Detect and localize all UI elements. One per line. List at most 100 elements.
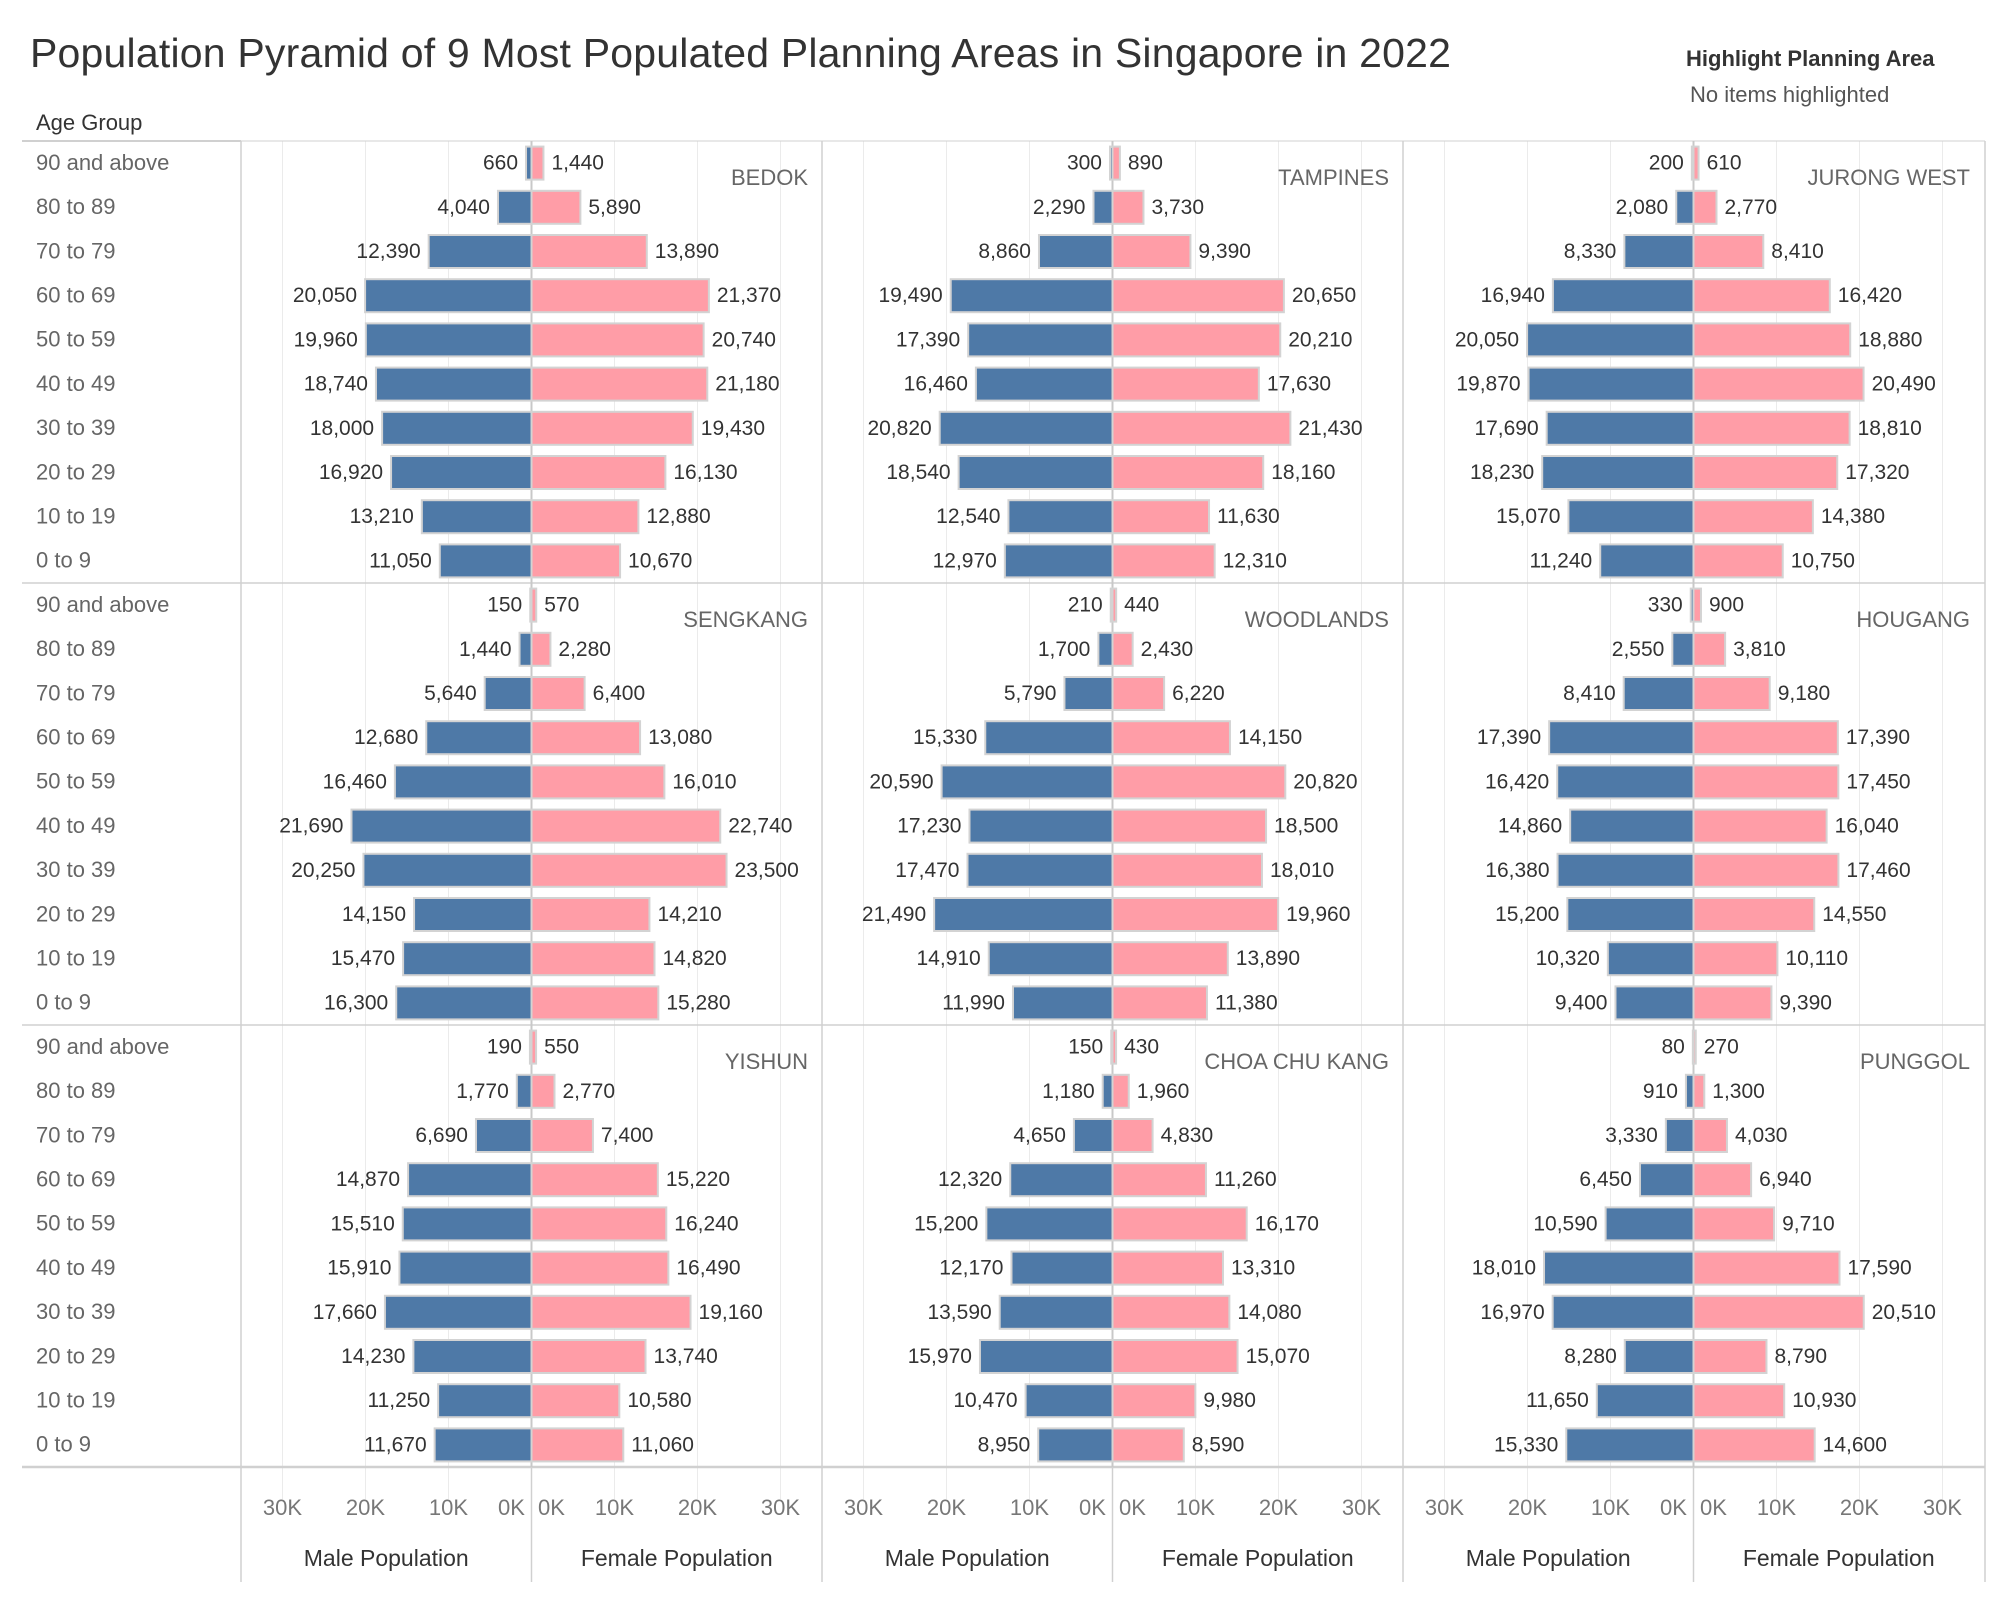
male-bar[interactable] — [1606, 941, 1695, 977]
male-bar[interactable] — [968, 808, 1114, 844]
female-bar[interactable] — [1692, 189, 1718, 225]
female-bar[interactable] — [530, 676, 586, 711]
male-bar[interactable] — [1527, 366, 1695, 402]
female-bar[interactable] — [1111, 1206, 1248, 1242]
female-bar[interactable] — [1692, 764, 1840, 800]
female-bar[interactable] — [530, 631, 552, 667]
male-bar[interactable] — [1092, 189, 1114, 225]
male-bar[interactable] — [1541, 455, 1695, 490]
male-bar[interactable] — [438, 543, 533, 579]
male-bar[interactable] — [1604, 1206, 1695, 1242]
male-bar[interactable] — [381, 410, 533, 446]
male-bar[interactable] — [1037, 1427, 1114, 1463]
female-bar[interactable] — [1111, 1073, 1130, 1109]
female-bar[interactable] — [530, 455, 667, 490]
male-bar[interactable] — [1671, 631, 1695, 667]
male-bar[interactable] — [383, 1294, 533, 1330]
male-bar[interactable] — [393, 764, 533, 800]
female-bar[interactable] — [1111, 1162, 1207, 1198]
female-bar[interactable] — [1111, 278, 1285, 314]
male-bar[interactable] — [1003, 543, 1114, 579]
male-bar[interactable] — [938, 410, 1114, 446]
female-bar[interactable] — [1111, 322, 1282, 358]
male-bar[interactable] — [1569, 808, 1695, 844]
male-bar[interactable] — [1543, 1250, 1695, 1286]
female-bar[interactable] — [1111, 897, 1280, 932]
female-bar[interactable] — [530, 941, 656, 977]
female-bar[interactable] — [1692, 499, 1814, 535]
female-bar[interactable] — [1692, 1250, 1841, 1286]
male-bar[interactable] — [933, 897, 1114, 932]
female-bar[interactable] — [1692, 676, 1771, 711]
female-bar[interactable] — [1111, 808, 1268, 844]
male-bar[interactable] — [1551, 1294, 1695, 1330]
male-bar[interactable] — [402, 941, 533, 977]
male-bar[interactable] — [1599, 543, 1695, 579]
male-bar[interactable] — [395, 985, 533, 1021]
male-bar[interactable] — [1011, 985, 1114, 1021]
female-bar[interactable] — [1692, 1383, 1786, 1419]
male-bar[interactable] — [1614, 985, 1695, 1021]
male-bar[interactable] — [413, 897, 533, 932]
female-bar[interactable] — [1111, 941, 1229, 977]
female-bar[interactable] — [1111, 145, 1121, 181]
female-bar[interactable] — [1692, 1073, 1706, 1109]
male-bar[interactable] — [940, 764, 1114, 800]
male-bar[interactable] — [1684, 1073, 1695, 1109]
male-bar[interactable] — [364, 278, 533, 314]
female-bar[interactable] — [1692, 145, 1700, 181]
female-bar[interactable] — [1111, 1029, 1118, 1065]
male-bar[interactable] — [1526, 322, 1695, 358]
female-bar[interactable] — [530, 587, 538, 623]
male-bar[interactable] — [985, 1206, 1114, 1242]
male-bar[interactable] — [425, 720, 533, 756]
female-bar[interactable] — [1111, 499, 1211, 535]
female-bar[interactable] — [530, 1427, 625, 1463]
male-bar[interactable] — [474, 1118, 533, 1153]
female-bar[interactable] — [1111, 455, 1265, 490]
male-bar[interactable] — [518, 631, 533, 667]
female-bar[interactable] — [530, 1383, 621, 1419]
male-bar[interactable] — [998, 1294, 1114, 1330]
female-bar[interactable] — [1692, 366, 1865, 402]
female-bar[interactable] — [530, 410, 694, 446]
female-bar[interactable] — [1111, 1339, 1239, 1374]
female-bar[interactable] — [530, 234, 648, 269]
male-bar[interactable] — [1622, 676, 1695, 711]
female-bar[interactable] — [1692, 410, 1851, 446]
male-bar[interactable] — [1010, 1250, 1114, 1286]
female-bar[interactable] — [1692, 1162, 1753, 1198]
male-bar[interactable] — [1545, 410, 1695, 446]
female-bar[interactable] — [1111, 366, 1260, 402]
male-bar[interactable] — [362, 852, 533, 888]
female-bar[interactable] — [530, 1162, 659, 1198]
male-bar[interactable] — [974, 366, 1114, 402]
male-bar[interactable] — [1675, 189, 1695, 225]
female-bar[interactable] — [530, 764, 666, 800]
female-bar[interactable] — [1111, 720, 1231, 756]
male-bar[interactable] — [364, 322, 533, 358]
female-bar[interactable] — [1692, 234, 1765, 269]
female-bar[interactable] — [530, 1294, 692, 1330]
female-bar[interactable] — [530, 189, 582, 225]
male-bar[interactable] — [1007, 499, 1114, 535]
male-bar[interactable] — [1623, 234, 1695, 269]
female-bar[interactable] — [1111, 189, 1145, 225]
female-bar[interactable] — [530, 1206, 668, 1242]
male-bar[interactable] — [1097, 631, 1114, 667]
male-bar[interactable] — [1567, 499, 1695, 535]
female-bar[interactable] — [1692, 852, 1840, 888]
female-bar[interactable] — [530, 499, 640, 535]
female-bar[interactable] — [1692, 543, 1784, 579]
male-bar[interactable] — [1556, 852, 1695, 888]
male-bar[interactable] — [407, 1162, 533, 1198]
female-bar[interactable] — [530, 897, 651, 932]
male-bar[interactable] — [1556, 764, 1695, 800]
male-bar[interactable] — [949, 278, 1114, 314]
male-bar[interactable] — [1664, 1118, 1695, 1153]
male-bar[interactable] — [1548, 720, 1695, 756]
female-bar[interactable] — [1111, 852, 1263, 888]
male-bar[interactable] — [496, 189, 533, 225]
male-bar[interactable] — [967, 322, 1114, 358]
male-bar[interactable] — [1566, 897, 1695, 932]
